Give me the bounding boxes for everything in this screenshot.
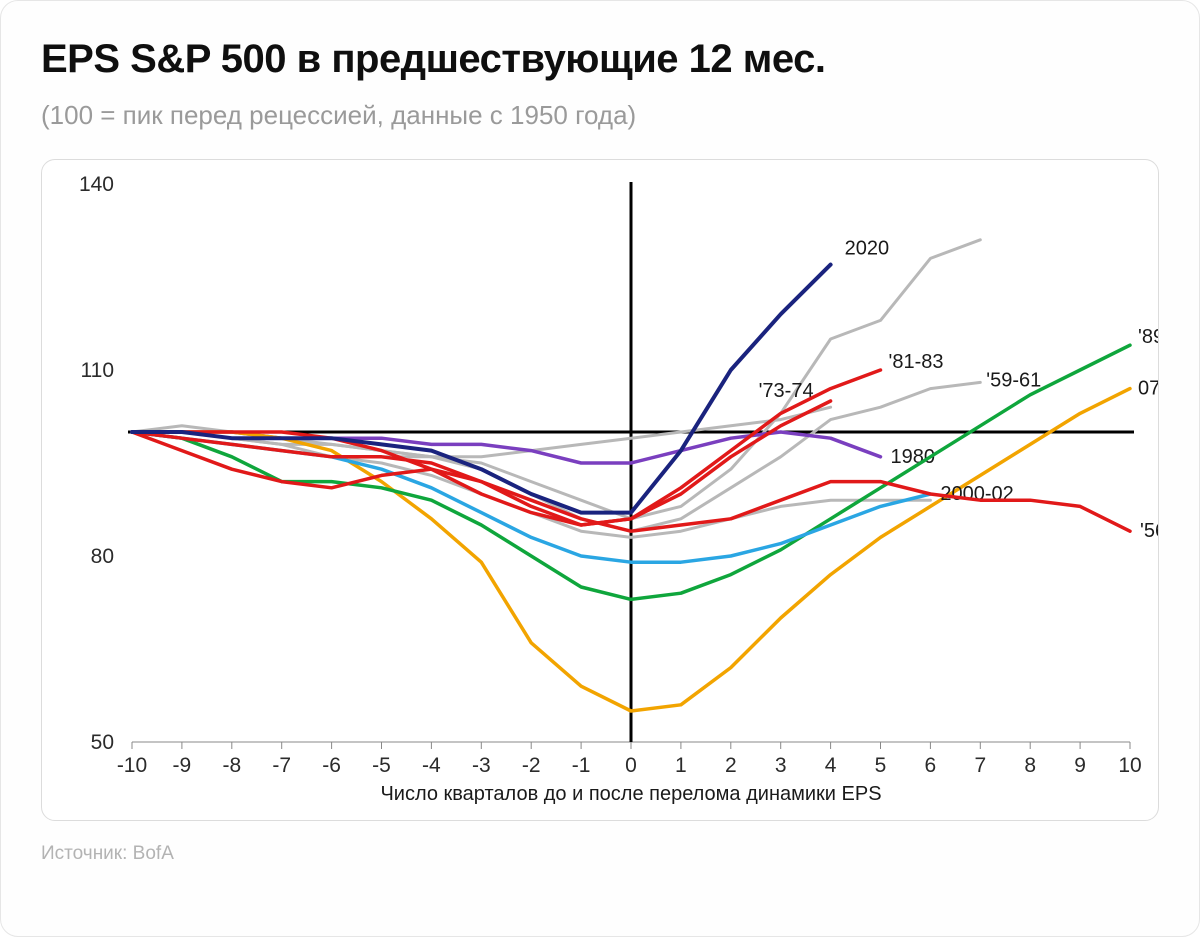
- y-tick-label: 110: [81, 359, 114, 382]
- series-label-73-74: '73-74: [759, 380, 814, 402]
- x-tick-label: -1: [572, 754, 591, 777]
- series-label-56-58: '56-58: [1140, 520, 1158, 542]
- x-axis-label: Число кварталов до и после перелома дина…: [380, 783, 881, 805]
- x-tick-label: -4: [422, 754, 441, 777]
- plot-frame: 5080110140-10-9-8-7-6-5-4-3-2-1012345678…: [41, 159, 1159, 821]
- x-tick-label: 3: [775, 754, 787, 777]
- x-tick-label: 0: [625, 754, 637, 777]
- series-2020: [132, 265, 831, 513]
- x-tick-label: 1: [675, 754, 687, 777]
- x-tick-label: -6: [322, 754, 341, 777]
- x-tick-label: 9: [1074, 754, 1086, 777]
- chart-source: Источник: BofA: [41, 843, 1159, 865]
- line-chart: 5080110140-10-9-8-7-6-5-4-3-2-1012345678…: [42, 160, 1158, 820]
- x-tick-label: -8: [222, 754, 241, 777]
- series-label-2020: 2020: [845, 238, 890, 260]
- x-tick-label: -2: [522, 754, 541, 777]
- x-tick-label: 10: [1118, 754, 1141, 777]
- chart-title: EPS S&P 500 в предшествующие 12 мес.: [41, 37, 1159, 82]
- x-tick-label: 7: [974, 754, 986, 777]
- x-tick-label: 5: [875, 754, 887, 777]
- x-tick-label: -7: [272, 754, 291, 777]
- x-tick-label: -3: [472, 754, 491, 777]
- chart-card: EPS S&P 500 в предшествующие 12 мес. (10…: [0, 0, 1200, 937]
- series-label-bg2: '59-61: [986, 369, 1041, 391]
- series-label-81-83: '81-83: [889, 351, 944, 373]
- series-label-89-91: '89-91: [1138, 326, 1158, 348]
- x-tick-label: -5: [372, 754, 391, 777]
- x-tick-label: -9: [173, 754, 192, 777]
- y-tick-label: 50: [91, 731, 114, 754]
- y-tick-label: 80: [91, 545, 114, 568]
- x-tick-label: 4: [825, 754, 837, 777]
- series-label-07-09: 07-09: [1138, 378, 1158, 400]
- x-tick-label: 2: [725, 754, 737, 777]
- y-tick-label: 140: [79, 173, 114, 196]
- chart-subtitle: (100 = пик перед рецессией, данные с 195…: [41, 100, 1159, 131]
- x-tick-label: -10: [117, 754, 147, 777]
- x-tick-label: 8: [1024, 754, 1036, 777]
- x-tick-label: 6: [925, 754, 937, 777]
